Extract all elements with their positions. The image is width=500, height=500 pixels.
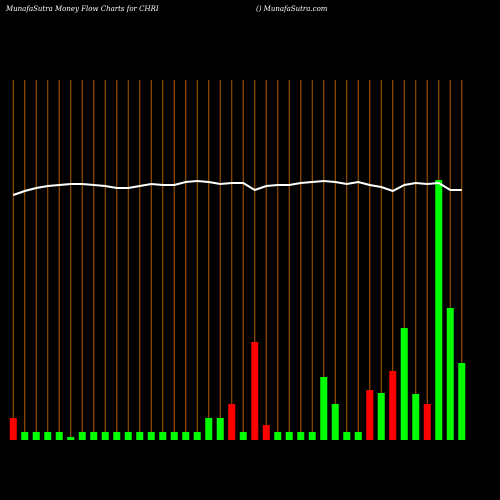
bar [101,432,109,440]
bar [78,432,86,440]
bar [136,432,144,440]
line [12,179,462,196]
bar [320,377,328,440]
bar [67,437,75,440]
bar [435,180,443,440]
bar [216,418,224,440]
bar [205,418,213,440]
bar [159,432,167,440]
bar [90,432,98,440]
bar [458,363,466,440]
bar [182,432,190,440]
bar [354,432,362,440]
bar [285,432,293,440]
bar [343,432,351,440]
bar [251,342,259,440]
bar [262,425,270,440]
chart-subtitle: () MunafaSutra.com [256,5,328,13]
bar [124,432,132,440]
bar [44,432,52,440]
bar [446,308,454,440]
bar [412,394,420,440]
bar [113,432,121,440]
bar [377,393,385,440]
bar [147,432,155,440]
bar [400,328,408,440]
bar [389,371,397,440]
bar [366,390,374,440]
bar [297,432,305,440]
bar [170,432,178,440]
bar [331,404,339,440]
bar [308,432,316,440]
bar [228,404,236,440]
bar [55,432,63,440]
bar [239,432,247,440]
bar [274,432,282,440]
bar [32,432,40,440]
bar [9,418,17,440]
bar [21,432,29,440]
chart-title: MunafaSutra Money Flow Charts for CHRI [5,5,159,13]
bar [193,432,201,440]
bar [423,404,431,440]
